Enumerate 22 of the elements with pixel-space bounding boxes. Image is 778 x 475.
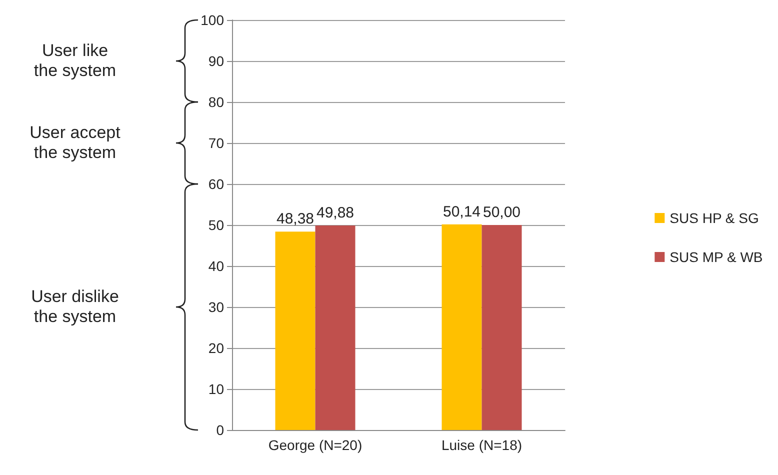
- y-tick-label: 10: [208, 381, 224, 397]
- text: User dislike the system: [30, 287, 120, 327]
- x-tick-label: Luise (N=18): [441, 437, 522, 453]
- y-tick-label: 30: [208, 299, 224, 315]
- legend-label: SUS MP & WB: [670, 249, 763, 265]
- y-tick-label: 70: [208, 135, 224, 151]
- data-label: 50,00: [482, 204, 521, 221]
- text: User like the system: [32, 41, 118, 81]
- y-tick-label: 50: [208, 217, 224, 233]
- legend-label: SUS HP & SG: [670, 210, 759, 226]
- data-label: 50,14: [442, 203, 481, 220]
- y-tick-label: 80: [208, 94, 224, 110]
- y-tick-label: 0: [216, 422, 224, 438]
- y-tick-label: 20: [208, 340, 224, 356]
- y-tick-label: 100: [200, 12, 224, 28]
- x-tick-label: George (N=20): [268, 437, 362, 453]
- data-label: 48,38: [276, 210, 314, 228]
- y-tick-label: 60: [208, 176, 224, 192]
- y-tick-label: 90: [208, 53, 224, 69]
- y-tick-label: 40: [208, 258, 224, 274]
- text: User accept the system: [28, 123, 122, 163]
- data-label: 49,88: [316, 204, 354, 222]
